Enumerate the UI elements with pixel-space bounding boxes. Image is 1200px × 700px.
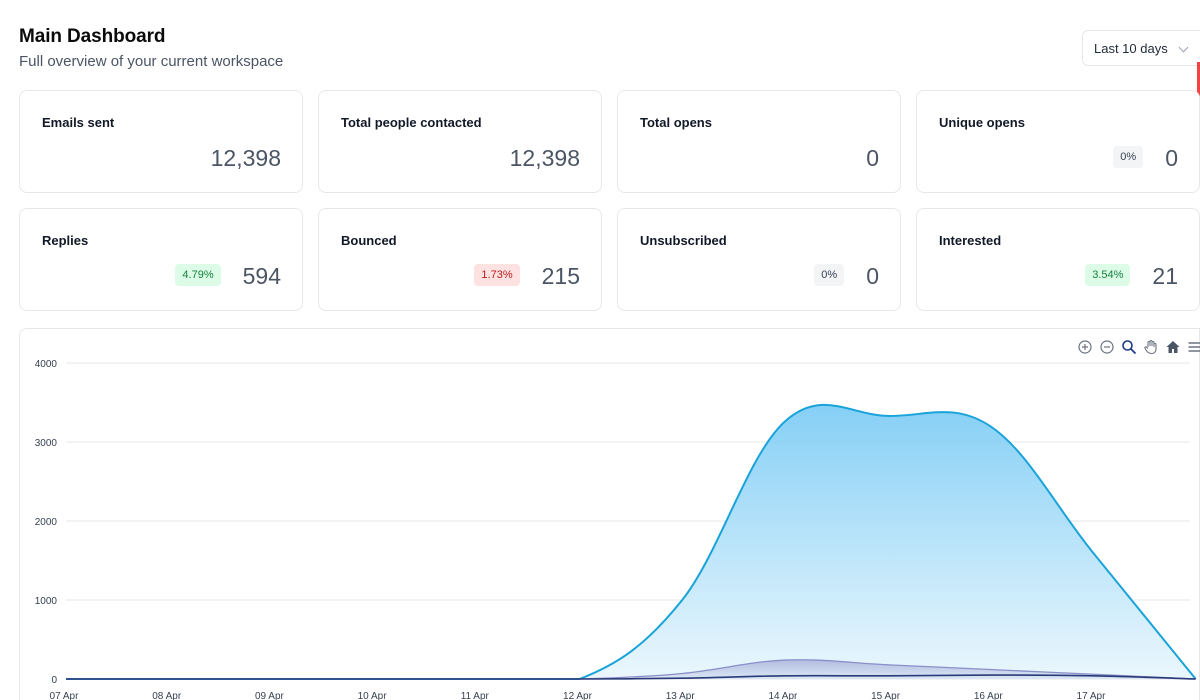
stat-label: Emails sent: [42, 115, 115, 130]
stat-value: 12,398: [509, 145, 580, 171]
x-tick-label: 16 Apr: [974, 691, 1004, 700]
stat-label: Bounced: [341, 233, 397, 248]
stat-value: 0: [1165, 145, 1178, 171]
y-tick-label: 0: [51, 675, 57, 686]
stat-card-interested: Interested 21 3.54%: [916, 208, 1200, 311]
stat-label: Total opens: [640, 115, 712, 130]
page-header: Main Dashboard Full overview of your cur…: [19, 26, 283, 70]
zoom-selection-icon[interactable]: [1120, 338, 1138, 356]
menu-icon[interactable]: [1186, 338, 1200, 356]
stat-percent-badge: 1.73%: [474, 264, 520, 286]
chart-toolbar: [1076, 338, 1200, 356]
date-range-value: Last 10 days: [1094, 40, 1168, 56]
stat-card-replies: Replies 594 4.79%: [19, 208, 303, 311]
page-title: Main Dashboard: [19, 26, 166, 47]
x-tick-label: 14 Apr: [768, 691, 798, 700]
y-tick-label: 1000: [35, 596, 58, 607]
zoom-in-icon[interactable]: [1076, 338, 1094, 356]
stat-label: Interested: [939, 233, 1002, 248]
stat-card-total-people-contacted: Total people contacted 12,398: [318, 90, 602, 193]
x-tick-label: 10 Apr: [358, 691, 388, 700]
x-tick-label: 09 Apr: [255, 691, 285, 700]
x-tick-label: 07 Apr: [50, 691, 80, 700]
x-tick-label: 08 Apr: [152, 691, 182, 700]
stat-card-emails-sent: Emails sent 12,398: [19, 90, 303, 193]
stat-label: Replies: [42, 233, 89, 248]
series-area-0: [66, 404, 1196, 679]
series-line-2: [66, 674, 1196, 680]
stat-percent-badge: 0%: [814, 264, 845, 286]
stat-card-total-opens: Total opens 0: [617, 90, 901, 193]
stat-label: Unsubscribed: [640, 233, 727, 248]
series-area-1: [66, 659, 1196, 679]
stat-value: 215: [541, 263, 580, 289]
reset-home-icon[interactable]: [1164, 338, 1182, 356]
stat-percent-badge: 3.54%: [1085, 264, 1131, 286]
stat-percent-badge: 0%: [1113, 146, 1144, 168]
stat-card-unique-opens: Unique opens 0 0%: [916, 90, 1200, 193]
pan-hand-icon[interactable]: [1142, 338, 1160, 356]
stat-value: 12,398: [210, 145, 281, 171]
x-tick-label: 12 Apr: [563, 691, 593, 700]
stat-value: 0: [866, 145, 879, 171]
x-tick-label: 13 Apr: [666, 691, 696, 700]
x-tick-label: 17 Apr: [1077, 691, 1107, 700]
y-tick-label: 2000: [35, 517, 58, 528]
stat-card-unsubscribed: Unsubscribed 0 0%: [617, 208, 901, 311]
x-tick-label: 11 Apr: [461, 691, 490, 700]
zoom-out-icon[interactable]: [1098, 338, 1116, 356]
stat-value: 594: [242, 263, 281, 289]
stat-label: Total people contacted: [341, 115, 482, 130]
stat-label: Unique opens: [939, 115, 1025, 130]
stat-card-bounced: Bounced 215 1.73%: [318, 208, 602, 311]
page-subtitle: Full overview of your current workspace: [19, 53, 284, 70]
y-tick-label: 3000: [35, 438, 58, 449]
y-tick-label: 4000: [35, 359, 58, 370]
x-tick-label: 15 Apr: [871, 691, 901, 700]
date-range-select[interactable]: Last 10 days: [1082, 30, 1200, 66]
scroll-indicator: [1197, 62, 1200, 96]
stat-value: 21: [1152, 263, 1178, 289]
stat-value: 0: [866, 263, 879, 289]
stat-percent-badge: 4.79%: [175, 264, 221, 286]
